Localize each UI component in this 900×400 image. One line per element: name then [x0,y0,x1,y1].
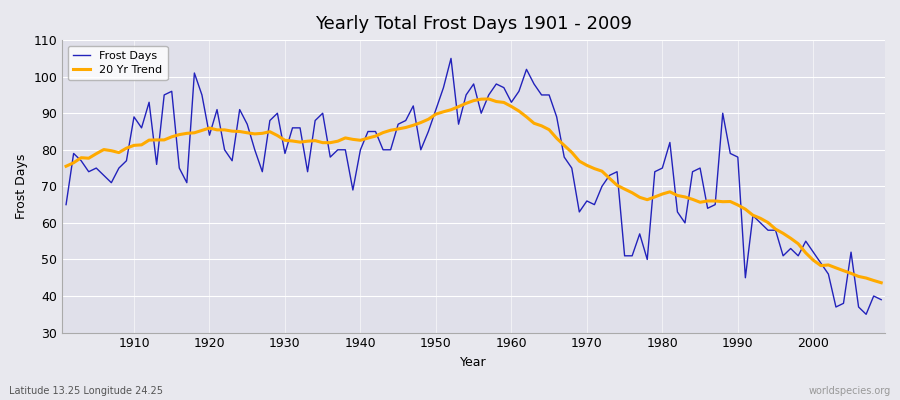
Frost Days [506,100,517,105]
Text: worldspecies.org: worldspecies.org [809,386,891,396]
Line: 20 Yr Trend: 20 Yr Trend [66,99,881,283]
20 Yr Trend [60,164,71,169]
20 Yr Trend [483,96,494,101]
Frost Days [876,297,886,302]
Title: Yearly Total Frost Days 1901 - 2009: Yearly Total Frost Days 1901 - 2009 [315,15,632,33]
Frost Days [332,147,343,152]
Line: Frost Days: Frost Days [66,58,881,314]
Frost Days [446,56,456,61]
Frost Days [60,202,71,207]
20 Yr Trend [121,146,131,150]
Frost Days [604,173,615,178]
20 Yr Trend [332,139,343,144]
Frost Days [287,126,298,130]
Y-axis label: Frost Days: Frost Days [15,154,28,219]
20 Yr Trend [876,280,886,285]
20 Yr Trend [506,104,517,109]
20 Yr Trend [604,176,615,181]
20 Yr Trend [514,109,525,114]
Frost Days [121,158,131,163]
X-axis label: Year: Year [460,356,487,369]
Frost Days [514,89,525,94]
Frost Days [860,312,871,317]
Text: Latitude 13.25 Longitude 24.25: Latitude 13.25 Longitude 24.25 [9,386,163,396]
20 Yr Trend [287,139,298,144]
Legend: Frost Days, 20 Yr Trend: Frost Days, 20 Yr Trend [68,46,167,80]
